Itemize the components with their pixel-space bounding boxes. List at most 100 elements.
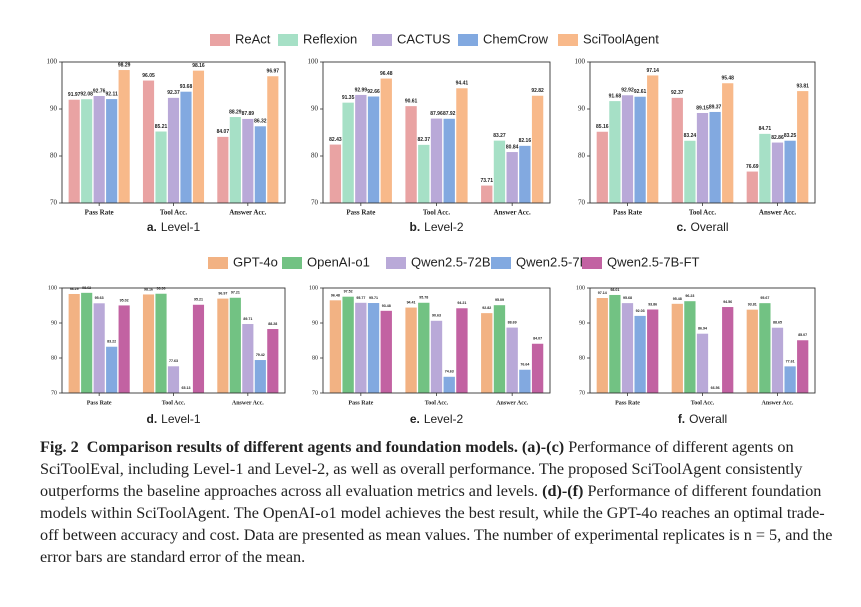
bar <box>155 131 167 203</box>
bar <box>596 131 608 203</box>
caption-title: Comparison results of different agents a… <box>86 438 518 456</box>
value-label: 95.71 <box>369 296 378 300</box>
value-label: 95.67 <box>760 296 769 300</box>
value-label: 74.63 <box>445 370 454 374</box>
value-label: 98.29 <box>118 62 131 68</box>
value-label: 83.25 <box>784 133 797 139</box>
panel-name: Level-2 <box>424 220 464 234</box>
y-tick-label: 80 <box>312 355 318 361</box>
value-label: 95.77 <box>356 296 365 300</box>
value-label: 77.61 <box>786 359 795 363</box>
value-label: 77.63 <box>169 359 178 363</box>
value-label: 82.43 <box>329 137 342 143</box>
value-label: 95.68 <box>623 296 632 300</box>
value-label: 88.69 <box>508 321 517 325</box>
value-label: 95.48 <box>673 297 682 301</box>
value-label: 79.42 <box>256 353 265 357</box>
value-label: 94.41 <box>407 301 416 305</box>
bar <box>609 101 621 203</box>
bars <box>596 75 809 203</box>
value-label: 95.63 <box>95 296 104 300</box>
bar <box>106 99 118 203</box>
value-label: 84.07 <box>533 337 542 341</box>
value-label: 95.48 <box>721 76 734 82</box>
bar <box>81 99 93 203</box>
bar <box>267 329 279 393</box>
bar <box>531 343 544 393</box>
value-label: 96.97 <box>218 292 227 296</box>
value-label: 92.66 <box>367 89 380 95</box>
panel-name: Level-1 <box>161 412 201 426</box>
bar <box>784 366 796 393</box>
value-label: 66.56 <box>711 386 720 390</box>
value-label: 96.48 <box>331 293 340 297</box>
value-label: 83.22 <box>107 340 116 344</box>
caption-bold: (d)-(f) <box>542 482 584 500</box>
y-tick-label: 70 <box>579 390 585 396</box>
value-label: 95.09 <box>495 298 504 302</box>
x-tick-label: Tool Acc. <box>689 209 717 217</box>
legend-label: ChemCrow <box>483 31 549 46</box>
bar <box>367 303 380 393</box>
bar <box>519 145 531 203</box>
value-label: 94.41 <box>456 81 469 87</box>
value-label: 89.37 <box>709 104 722 110</box>
bar <box>759 303 771 393</box>
x-tick-label: Pass Rate <box>85 209 114 217</box>
value-label: 88.29 <box>229 109 242 115</box>
y-tick-label: 90 <box>312 320 318 326</box>
y-tick-label: 70 <box>578 199 586 207</box>
x-tick-label: Answer Acc. <box>232 400 264 406</box>
x-tick-label: Answer Acc. <box>229 209 266 217</box>
panel-title: c. Overall <box>676 220 728 234</box>
panel-name: Level-1 <box>161 220 201 234</box>
x-tick-label: Pass Rate <box>613 209 642 217</box>
panel-name: Overall <box>691 220 729 234</box>
value-label: 98.36 <box>157 287 166 291</box>
y-tick-label: 90 <box>578 105 586 113</box>
value-label: 73.71 <box>480 178 493 184</box>
bar <box>142 80 155 203</box>
x-tick-label: Answer Acc. <box>759 209 796 217</box>
value-label: 76.69 <box>746 164 759 170</box>
bar <box>167 366 180 393</box>
panel-letter: f. <box>678 412 685 426</box>
x-tick-label: Tool Acc. <box>425 400 449 406</box>
x-tick-label: Tool Acc. <box>423 209 451 217</box>
value-label: 89.15 <box>696 105 709 111</box>
bar <box>329 144 342 203</box>
legend-swatch <box>282 257 302 269</box>
legend-label: ReAct <box>235 31 271 46</box>
value-label: 93.86 <box>648 302 657 306</box>
bars <box>68 292 279 393</box>
value-label: 92.37 <box>167 90 180 96</box>
value-label: 97.14 <box>646 68 659 74</box>
panel-title: b. Level-2 <box>409 220 463 234</box>
value-label: 91.97 <box>68 92 81 98</box>
legend-swatch <box>208 257 228 269</box>
bar <box>722 83 734 203</box>
value-label: 90.63 <box>432 314 441 318</box>
legend-label: Qwen2.5-72B <box>411 254 491 269</box>
value-label: 84.71 <box>759 126 772 132</box>
bar <box>254 360 266 393</box>
legend-swatch <box>458 34 478 46</box>
bar <box>671 303 683 393</box>
bar <box>167 97 180 203</box>
value-label: 87.89 <box>242 111 255 117</box>
y-tick-label: 70 <box>50 199 58 207</box>
panel-letter: c. <box>676 220 686 234</box>
value-label: 95.78 <box>419 296 428 300</box>
legend-label: GPT-4o <box>233 254 278 269</box>
y-tick-label: 70 <box>51 390 57 396</box>
legend-swatch <box>278 34 298 46</box>
bar <box>254 126 266 203</box>
y-tick-label: 80 <box>578 152 586 160</box>
value-label: 92.92 <box>621 88 634 94</box>
value-label: 86.32 <box>254 119 267 125</box>
value-label: 92.76 <box>93 88 106 94</box>
value-label: 93.81 <box>796 83 809 89</box>
legend-label: CACTUS <box>397 31 451 46</box>
bar <box>696 112 709 203</box>
